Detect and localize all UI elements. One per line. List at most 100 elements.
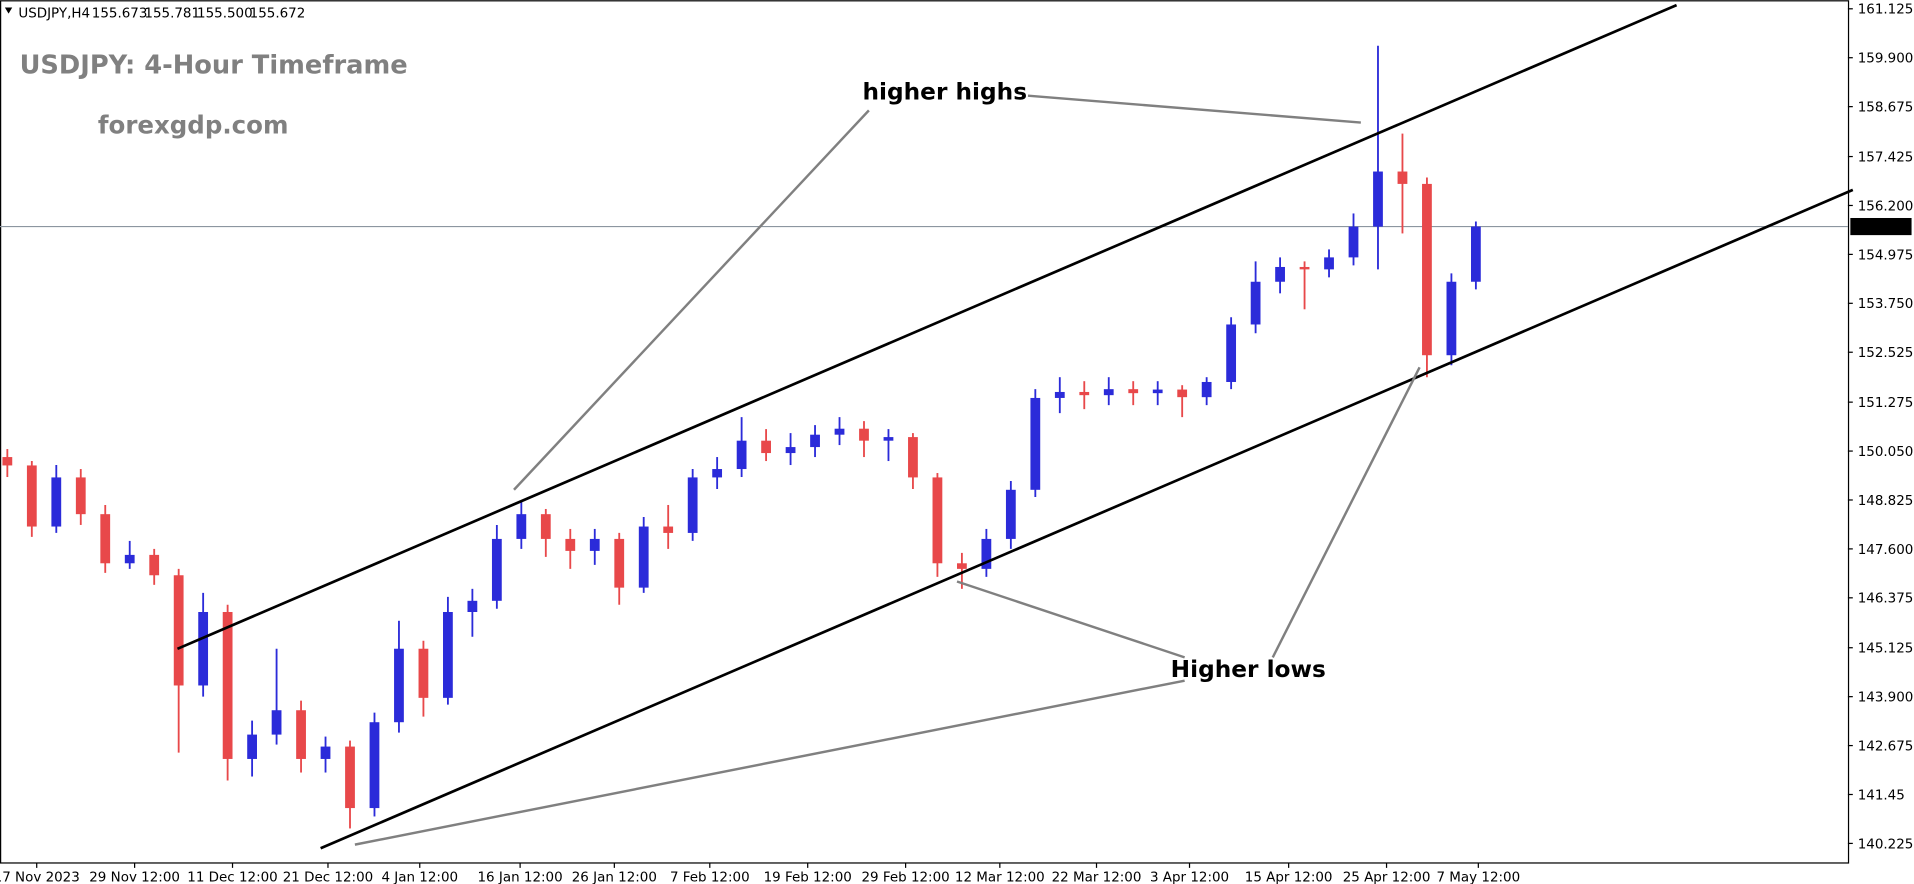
candle-body (320, 746, 331, 759)
y-tick-label: 159.900 (1858, 52, 1914, 67)
candle-body (589, 538, 600, 551)
y-tick-label: 153.750 (1858, 297, 1914, 312)
candle-body (173, 575, 184, 686)
candle-body (516, 514, 527, 539)
x-tick-label: 16 Jan 12:00 (478, 870, 563, 884)
candle-body (834, 428, 845, 435)
x-tick-label: 3 Apr 12:00 (1150, 870, 1229, 884)
x-tick-label: 11 Dec 12:00 (187, 870, 277, 884)
candle-body (883, 437, 894, 441)
header-high: 155.781 (144, 6, 200, 21)
candle-body (1397, 171, 1408, 184)
chart-subtitle: forexgdp.com (98, 111, 289, 140)
candle-body (1373, 171, 1383, 227)
candle-body (761, 440, 771, 454)
candle-body (736, 440, 747, 470)
candle-body (1054, 391, 1065, 398)
candle-body (222, 611, 233, 759)
pointer (1027, 94, 1361, 124)
candle-body (467, 600, 478, 612)
y-tick-label: 147.600 (1858, 543, 1914, 558)
x-tick-label: 29 Nov 12:00 (89, 870, 180, 884)
lower-channel-line (320, 188, 1854, 850)
candle-body (100, 514, 111, 564)
x-tick-label: 26 Jan 12:00 (572, 870, 657, 884)
candle-body (1030, 397, 1041, 490)
annotation: Higher lows (1171, 656, 1326, 683)
candle-body (124, 554, 135, 564)
x-tick-label: 7 May 12:00 (1436, 870, 1520, 884)
candle-body (2, 457, 13, 466)
y-tick-label: 150.050 (1858, 445, 1914, 460)
plot-frame (0, 0, 1850, 864)
y-tick-label: 152.525 (1858, 346, 1914, 361)
candle-body (687, 477, 698, 533)
candle-body (638, 526, 649, 588)
current-price-tag (1850, 217, 1912, 236)
candle-body (1079, 391, 1090, 396)
candle-body (394, 648, 404, 723)
y-tick-label: 148.825 (1858, 494, 1914, 509)
candles (2, 45, 1481, 829)
candle-body (712, 469, 723, 478)
candle-body (418, 648, 429, 698)
candle-body (296, 710, 306, 759)
candle-body (1177, 389, 1188, 398)
candle-body (859, 428, 869, 441)
candle-body (247, 734, 257, 759)
y-tick-label: 158.675 (1858, 101, 1914, 116)
candle-body (1005, 489, 1016, 539)
y-tick-label: 154.975 (1858, 248, 1914, 263)
candle-body (1226, 324, 1237, 382)
x-tick-label: 29 Feb 12:00 (861, 870, 949, 884)
annotation: higher highs (862, 78, 1027, 105)
candle-body (932, 477, 943, 564)
candle-body (663, 526, 674, 533)
candle-body (614, 538, 625, 588)
candle-body (540, 514, 551, 539)
pointer (1271, 366, 1421, 658)
upper-channel-line (176, 3, 1678, 651)
candle-body (491, 538, 502, 601)
y-tick-label: 151.275 (1858, 396, 1914, 411)
x-tick-label: 12 Mar 12:00 (955, 870, 1045, 884)
y-tick-label: 161.125 (1858, 3, 1914, 18)
candle-body (1348, 226, 1359, 258)
candle-body (981, 538, 992, 569)
header-close: 155.672 (250, 6, 306, 21)
annotation-pointers (354, 94, 1421, 846)
x-tick-label: 15 Apr 12:00 (1245, 870, 1333, 884)
y-tick-label: 146.375 (1858, 592, 1914, 607)
candle-body (908, 437, 918, 478)
y-tick-label: 142.675 (1858, 739, 1914, 754)
pointer (513, 109, 870, 491)
x-tick-label: 22 Mar 12:00 (1052, 870, 1142, 884)
candle-body (75, 477, 86, 515)
candle-body (785, 447, 796, 454)
menu-arrow[interactable] (4, 7, 13, 14)
candle-body (345, 746, 355, 809)
candle-body (198, 611, 209, 686)
candle-body (810, 434, 820, 448)
x-tick-label: 25 Apr 12:00 (1343, 870, 1431, 884)
candle-body (443, 611, 453, 698)
x-tick-label: 19 Feb 12:00 (764, 870, 852, 884)
candle-body (1152, 389, 1163, 394)
candle-body (957, 563, 967, 569)
candle-body (1250, 281, 1261, 325)
candle-body (565, 538, 576, 551)
current-price-label: 155.672 (1855, 220, 1911, 235)
x-tick-label: 21 Dec 12:00 (283, 870, 373, 884)
candle-body (1275, 266, 1285, 282)
candle-body (271, 710, 282, 735)
y-tick-label: 157.425 (1858, 150, 1914, 165)
candle-body (1299, 266, 1310, 270)
axes: 161.125 159.900 158.675 157.425 156.200 154.9… (0, 3, 1913, 884)
candle-body (1128, 389, 1139, 394)
candle-body (51, 477, 62, 527)
pointer (354, 679, 1185, 846)
chart-title: USDJPY: 4-Hour Timeframe (20, 51, 408, 81)
candle-body (149, 554, 160, 576)
